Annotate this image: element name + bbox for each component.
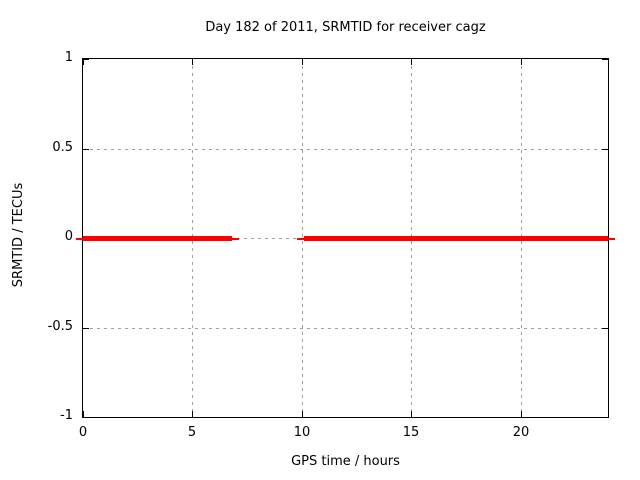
series-line-endcap [76, 238, 83, 240]
y-tick-mark-left [83, 59, 89, 60]
x-tick-label: 0 [78, 425, 88, 440]
series-line-endcap [232, 238, 239, 240]
series-line-endcap [608, 238, 615, 240]
series-line-segment [83, 236, 232, 241]
x-tick-mark-bottom [411, 411, 412, 417]
x-tick-mark-bottom [192, 411, 193, 417]
y-tick-label: 0 [64, 229, 73, 244]
y-tick-mark-right [602, 328, 608, 329]
y-gridline [83, 328, 608, 329]
x-tick-mark-bottom [302, 411, 303, 417]
x-tick-label: 15 [402, 425, 420, 440]
plot-area [76, 58, 615, 418]
x-tick-mark-top [521, 59, 522, 65]
y-tick-label: -0.5 [47, 319, 73, 334]
x-tick-mark-top [83, 59, 84, 65]
x-tick-mark-top [411, 59, 412, 65]
x-tick-mark-bottom [521, 411, 522, 417]
y-tick-mark-right [602, 417, 608, 418]
x-tick-mark-bottom [83, 411, 84, 417]
x-tick-label: 5 [187, 425, 197, 440]
series-line-endcap [297, 238, 304, 240]
y-tick-mark-left [83, 328, 89, 329]
series-line-segment [304, 236, 608, 241]
x-tick-label: 10 [293, 425, 311, 440]
x-tick-label: 20 [512, 425, 530, 440]
y-tick-label: 0.5 [52, 140, 73, 155]
y-tick-label: -1 [60, 408, 73, 423]
y-tick-mark-right [602, 59, 608, 60]
y-tick-mark-left [83, 417, 89, 418]
x-axis-title: GPS time / hours [291, 454, 400, 469]
x-tick-mark-top [302, 59, 303, 65]
y-tick-mark-left [83, 149, 89, 150]
chart-title: Day 182 of 2011, SRMTID for receiver cag… [205, 20, 486, 35]
x-tick-mark-top [192, 59, 193, 65]
y-gridline [83, 149, 608, 150]
y-tick-mark-right [602, 149, 608, 150]
y-tick-label: 1 [64, 50, 73, 65]
